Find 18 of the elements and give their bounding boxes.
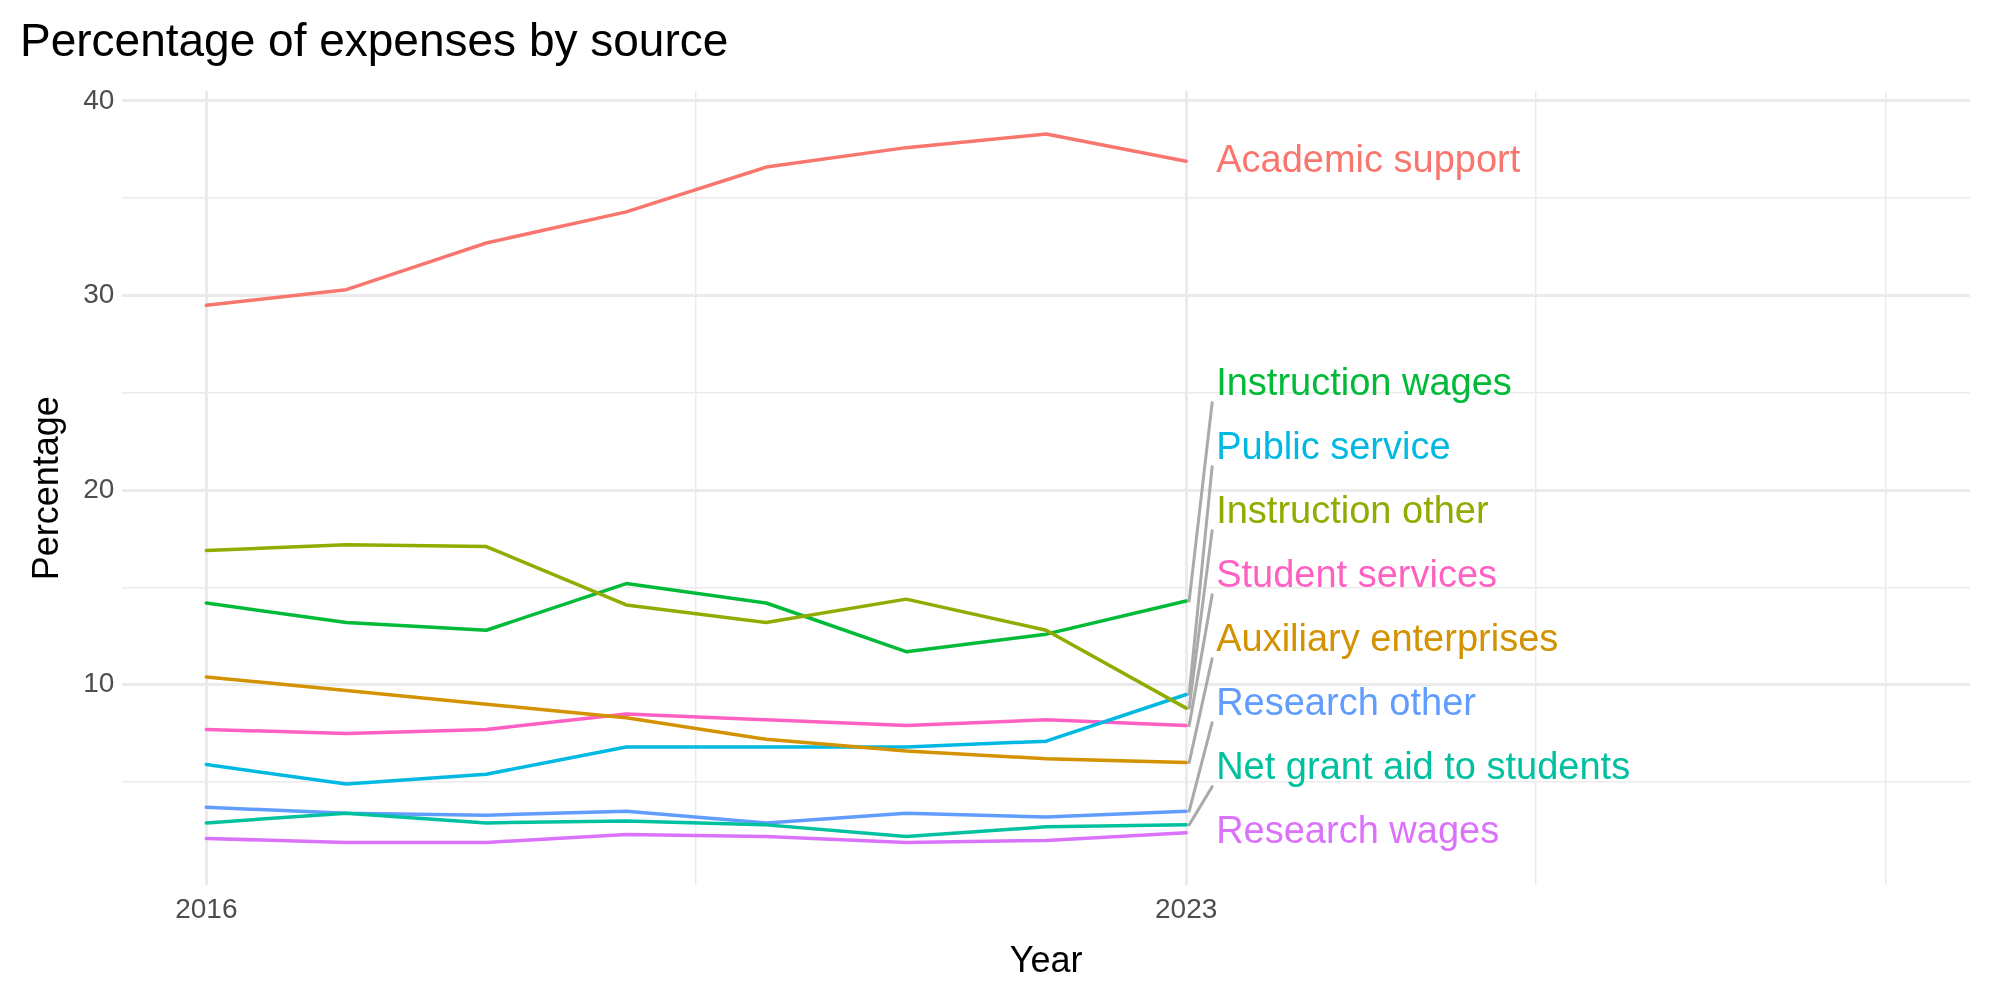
y-tick-label: 20	[83, 472, 115, 504]
text: Research other	[1216, 681, 1477, 724]
series-label: Academic support	[1216, 137, 1521, 180]
text: Public service	[1216, 425, 1451, 468]
x-tick-label: 2016	[175, 892, 238, 924]
series-label: Net grant aid to students	[1216, 745, 1631, 788]
x-axis-title: Year	[1009, 939, 1083, 981]
y-tick-label: 10	[83, 667, 115, 699]
text: Instruction other	[1216, 489, 1489, 532]
series-label: Research wages	[1216, 809, 1500, 852]
chart-title: Percentage of expenses by source	[20, 14, 729, 67]
text: Student services	[1216, 553, 1498, 596]
y-tick-label: 40	[83, 83, 115, 115]
text: Instruction wages	[1216, 361, 1512, 404]
y-tick-label: 30	[83, 278, 115, 310]
x-tick-label: 2023	[1155, 892, 1218, 924]
y-axis-title: Percentage	[24, 396, 66, 581]
text: Auxiliary enterprises	[1216, 617, 1559, 660]
